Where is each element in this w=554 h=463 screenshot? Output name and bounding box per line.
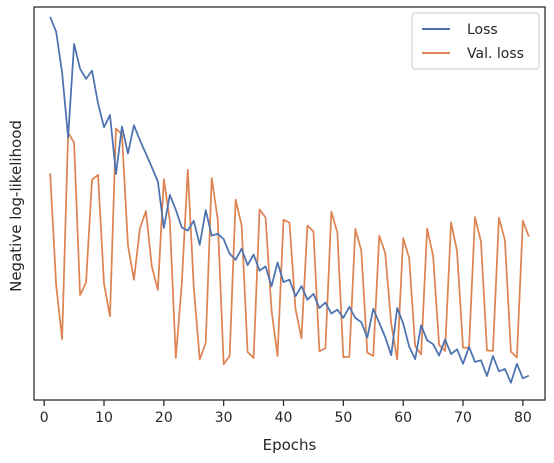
x-tick-label: 70 xyxy=(454,410,472,426)
plot-area xyxy=(33,6,546,401)
x-tick-label: 80 xyxy=(514,410,532,426)
x-tick-label: 0 xyxy=(40,410,49,426)
x-tick-label: 60 xyxy=(394,410,412,426)
x-tick-label: 50 xyxy=(334,410,352,426)
legend-val-loss-label: Val. loss xyxy=(467,46,524,62)
series-layer xyxy=(49,16,530,384)
x-tick-label: 30 xyxy=(215,410,233,426)
x-axis-label: Epochs xyxy=(263,436,317,454)
legend-loss-label: Loss xyxy=(467,22,498,38)
legend-box xyxy=(411,12,540,70)
x-tick-label: 40 xyxy=(275,410,293,426)
x-tick-label: 20 xyxy=(155,410,173,426)
x-tick-label: 10 xyxy=(95,410,113,426)
x-axis-ticks: 0 10 20 30 40 50 60 70 80 xyxy=(40,400,532,426)
legend: Loss Val. loss xyxy=(411,12,540,70)
y-axis-label: Negative log-likelihood xyxy=(7,120,25,292)
series-line-loss xyxy=(49,16,530,384)
series-line-val-loss xyxy=(49,127,530,366)
